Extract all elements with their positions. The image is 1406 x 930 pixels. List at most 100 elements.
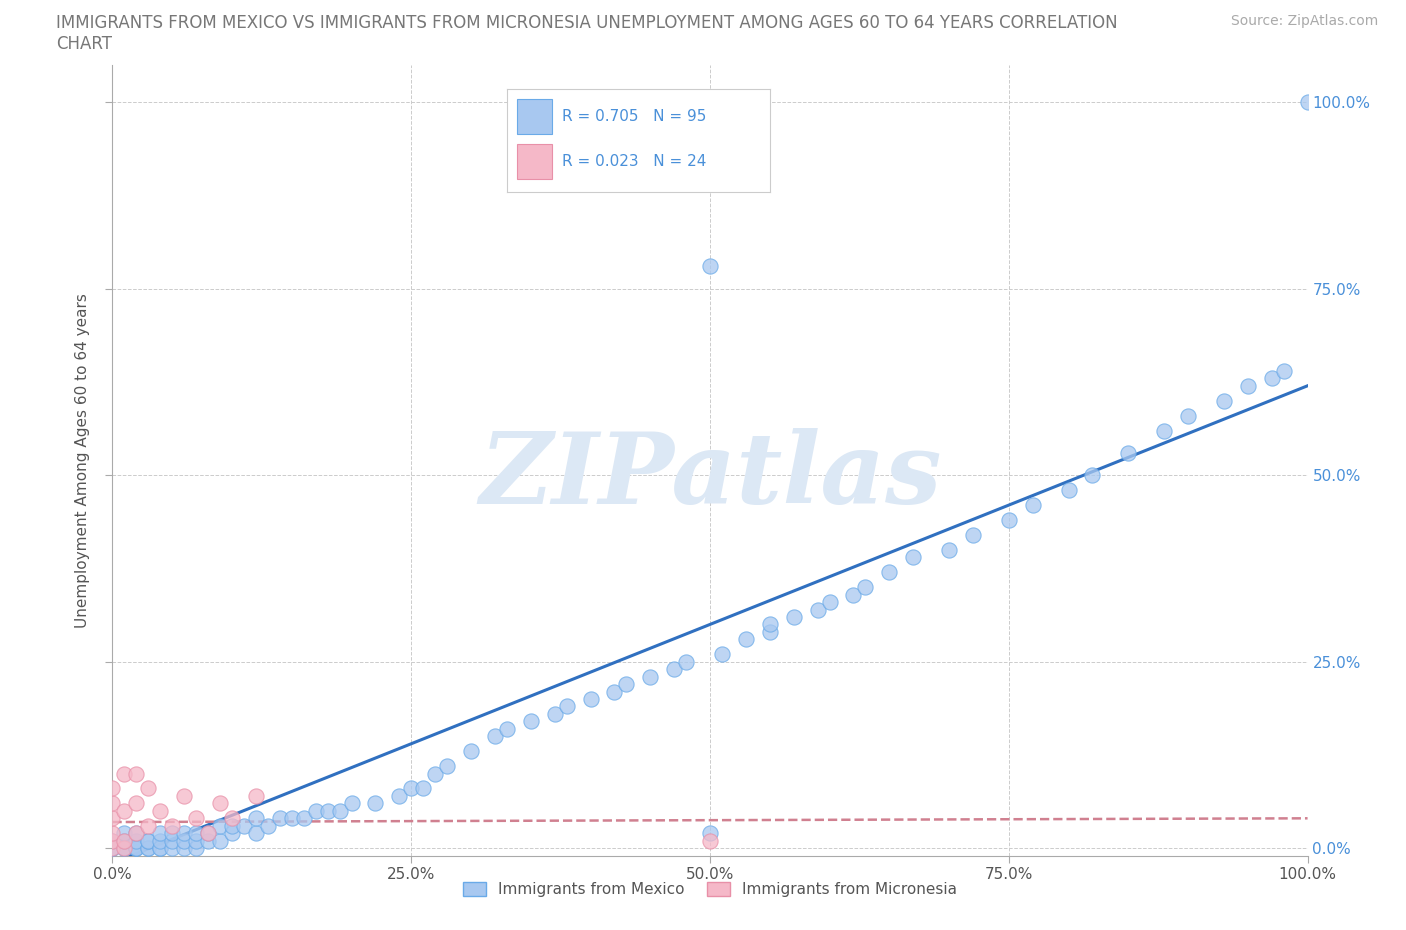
Point — [173, 789, 195, 804]
Point — [114, 841, 135, 856]
Point — [221, 818, 243, 833]
Point — [520, 714, 543, 729]
Text: IMMIGRANTS FROM MEXICO VS IMMIGRANTS FROM MICRONESIA UNEMPLOYMENT AMONG AGES 60 : IMMIGRANTS FROM MEXICO VS IMMIGRANTS FRO… — [56, 14, 1118, 32]
Point — [938, 542, 960, 557]
Point — [257, 818, 280, 833]
Point — [101, 841, 124, 856]
Point — [101, 781, 124, 796]
Point — [114, 841, 135, 856]
Legend: Immigrants from Mexico, Immigrants from Micronesia: Immigrants from Mexico, Immigrants from … — [457, 875, 963, 903]
Point — [496, 722, 519, 737]
Point — [316, 804, 339, 818]
Point — [962, 527, 984, 542]
Point — [114, 841, 135, 856]
Point — [401, 781, 423, 796]
Point — [162, 833, 183, 848]
Point — [186, 833, 208, 848]
Point — [125, 833, 148, 848]
Point — [149, 826, 172, 841]
Point — [138, 833, 160, 848]
Point — [101, 841, 124, 856]
Point — [711, 646, 734, 661]
Point — [197, 826, 219, 841]
Point — [149, 804, 172, 818]
Point — [1261, 371, 1284, 386]
Point — [364, 796, 387, 811]
Point — [1081, 468, 1104, 483]
Point — [162, 841, 183, 856]
Point — [209, 833, 232, 848]
Point — [1057, 483, 1080, 498]
Point — [1213, 393, 1236, 408]
Point — [114, 833, 135, 848]
Point — [1022, 498, 1045, 512]
Point — [543, 707, 565, 722]
Point — [125, 796, 148, 811]
Point — [149, 841, 172, 856]
Point — [125, 841, 148, 856]
Point — [186, 811, 208, 826]
Point — [903, 550, 925, 565]
Point — [101, 833, 124, 848]
Point — [842, 587, 865, 602]
Point — [425, 766, 447, 781]
Point — [1272, 364, 1295, 379]
Point — [162, 826, 183, 841]
Text: Source: ZipAtlas.com: Source: ZipAtlas.com — [1230, 14, 1378, 28]
Point — [699, 826, 721, 841]
Point — [807, 602, 830, 617]
Point — [138, 841, 160, 856]
Point — [114, 833, 135, 848]
Point — [699, 259, 721, 274]
Point — [125, 841, 148, 856]
Point — [114, 826, 135, 841]
Point — [436, 759, 458, 774]
Point — [664, 662, 686, 677]
Point — [149, 833, 172, 848]
Point — [281, 811, 304, 826]
Point — [329, 804, 352, 818]
Point — [186, 826, 208, 841]
Point — [484, 729, 506, 744]
Point — [1237, 379, 1260, 393]
Point — [855, 579, 877, 594]
Point — [114, 804, 135, 818]
Point — [173, 833, 195, 848]
Point — [269, 811, 291, 826]
Point — [305, 804, 328, 818]
Point — [197, 833, 219, 848]
Text: CHART: CHART — [56, 35, 112, 53]
Point — [579, 692, 602, 707]
Point — [616, 677, 638, 692]
Point — [138, 818, 160, 833]
Point — [1177, 408, 1199, 423]
Point — [101, 833, 124, 848]
Point — [149, 841, 172, 856]
Point — [340, 796, 363, 811]
Point — [675, 655, 697, 670]
Point — [209, 796, 232, 811]
Point — [125, 766, 148, 781]
Point — [603, 684, 626, 699]
Point — [173, 826, 195, 841]
Point — [221, 811, 243, 826]
Point — [125, 841, 148, 856]
Text: ZIPatlas: ZIPatlas — [479, 428, 941, 525]
Point — [114, 833, 135, 848]
Point — [138, 833, 160, 848]
Point — [388, 789, 411, 804]
Point — [818, 594, 841, 609]
Point — [782, 609, 804, 624]
Point — [101, 796, 124, 811]
Point — [759, 617, 782, 631]
Point — [879, 565, 901, 579]
Point — [412, 781, 434, 796]
Point — [138, 841, 160, 856]
Point — [759, 624, 782, 639]
Point — [1296, 95, 1319, 110]
Point — [640, 670, 662, 684]
Point — [186, 841, 208, 856]
Point — [101, 841, 124, 856]
Y-axis label: Unemployment Among Ages 60 to 64 years: Unemployment Among Ages 60 to 64 years — [75, 293, 90, 628]
Point — [1118, 445, 1140, 460]
